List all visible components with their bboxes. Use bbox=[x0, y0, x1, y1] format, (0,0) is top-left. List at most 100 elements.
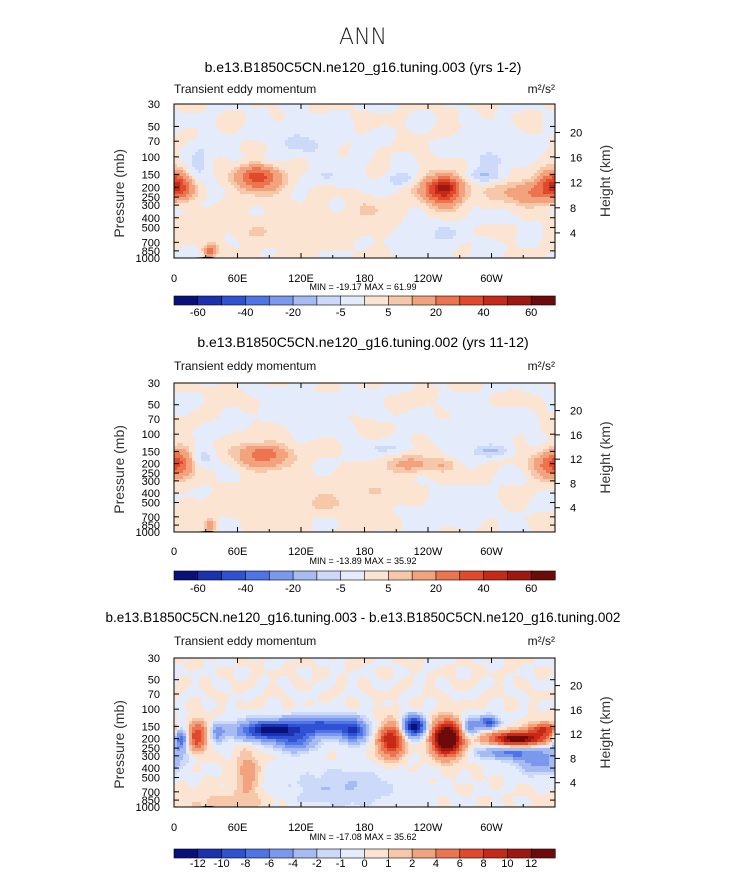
heatmap-cell bbox=[435, 131, 439, 135]
heatmap-cell bbox=[492, 209, 496, 213]
heatmap-cell bbox=[387, 200, 391, 204]
heatmap-cell bbox=[516, 113, 520, 117]
heatmap-cell bbox=[192, 197, 196, 201]
heatmap-cell bbox=[504, 167, 508, 171]
heatmap-cell bbox=[339, 155, 343, 159]
heatmap-cell bbox=[186, 146, 190, 150]
heatmap-cell bbox=[501, 206, 505, 210]
heatmap-cell bbox=[405, 137, 409, 141]
heatmap-cell bbox=[243, 128, 247, 132]
heatmap-cell bbox=[261, 119, 265, 123]
heatmap-cell bbox=[360, 143, 364, 147]
heatmap-cell bbox=[177, 182, 181, 186]
heatmap-cell bbox=[285, 206, 289, 210]
heatmap-cell bbox=[183, 176, 187, 180]
heatmap-cell bbox=[483, 185, 487, 189]
heatmap-cell bbox=[426, 200, 430, 204]
heatmap-cell bbox=[414, 116, 418, 120]
heatmap-cell bbox=[507, 122, 511, 126]
heatmap-cell bbox=[213, 182, 217, 186]
heatmap-cell bbox=[381, 197, 385, 201]
heatmap-cell bbox=[306, 167, 310, 171]
heatmap-cell bbox=[468, 143, 472, 147]
heatmap-cell bbox=[258, 122, 262, 126]
heatmap-cell bbox=[291, 191, 295, 195]
heatmap-cell bbox=[354, 143, 358, 147]
heatmap-cell bbox=[477, 119, 481, 123]
heatmap-cell bbox=[432, 152, 436, 156]
heatmap-cell bbox=[378, 113, 382, 117]
heatmap-cell bbox=[204, 104, 208, 108]
heatmap-cell bbox=[327, 164, 331, 168]
heatmap-cell bbox=[507, 203, 511, 207]
heatmap-cell bbox=[204, 179, 208, 183]
heatmap-cell bbox=[243, 143, 247, 147]
heatmap-cell bbox=[324, 107, 328, 111]
heatmap-cell bbox=[480, 185, 484, 189]
heatmap-cell bbox=[174, 128, 178, 132]
heatmap-cell bbox=[345, 200, 349, 204]
heatmap-cell bbox=[327, 158, 331, 162]
heatmap-cell bbox=[348, 200, 352, 204]
heatmap-cell bbox=[396, 137, 400, 141]
heatmap-cell bbox=[444, 149, 448, 153]
heatmap-cell bbox=[390, 113, 394, 117]
heatmap-cell bbox=[267, 110, 271, 114]
heatmap-cell bbox=[447, 149, 451, 153]
heatmap-cell bbox=[453, 110, 457, 114]
heatmap-cell bbox=[405, 119, 409, 123]
heatmap-cell bbox=[177, 179, 181, 183]
heatmap-cell bbox=[342, 164, 346, 168]
heatmap-cell bbox=[198, 146, 202, 150]
heatmap-cell bbox=[225, 146, 229, 150]
heatmap-cell bbox=[525, 113, 529, 117]
heatmap-cell bbox=[201, 221, 205, 225]
heatmap-cell bbox=[468, 110, 472, 114]
heatmap-cell bbox=[213, 158, 217, 162]
heatmap-cell bbox=[414, 206, 418, 210]
heatmap-cell bbox=[381, 212, 385, 216]
heatmap-cell bbox=[504, 122, 508, 126]
heatmap-cell bbox=[255, 179, 259, 183]
heatmap-cell bbox=[414, 110, 418, 114]
heatmap-cell bbox=[336, 215, 340, 219]
heatmap-cell bbox=[336, 200, 340, 204]
heatmap-cell bbox=[447, 188, 451, 192]
heatmap-cell bbox=[528, 116, 532, 120]
heatmap-cell bbox=[246, 212, 250, 216]
heatmap-cell bbox=[525, 176, 529, 180]
heatmap-cell bbox=[198, 158, 202, 162]
heatmap-cell bbox=[420, 209, 424, 213]
heatmap-cell bbox=[294, 176, 298, 180]
heatmap-cell bbox=[312, 176, 316, 180]
heatmap-cell bbox=[246, 218, 250, 222]
heatmap-cell bbox=[432, 122, 436, 126]
heatmap-cell bbox=[522, 191, 526, 195]
heatmap-cell bbox=[291, 161, 295, 165]
heatmap-cell bbox=[405, 143, 409, 147]
heatmap-cell bbox=[300, 212, 304, 216]
heatmap-cell bbox=[186, 194, 190, 198]
heatmap-cell bbox=[333, 110, 337, 114]
heatmap-cell bbox=[219, 107, 223, 111]
heatmap-cell bbox=[351, 218, 355, 222]
heatmap-cell bbox=[375, 131, 379, 135]
heatmap-cell bbox=[408, 122, 412, 126]
heatmap-cell bbox=[303, 209, 307, 213]
heatmap-cell bbox=[459, 128, 463, 132]
heatmap-cell bbox=[528, 203, 532, 207]
heatmap-cell bbox=[540, 167, 544, 171]
heatmap-cell bbox=[225, 179, 229, 183]
heatmap-cell bbox=[270, 149, 274, 153]
heatmap-cell bbox=[399, 203, 403, 207]
heatmap-cell bbox=[264, 122, 268, 126]
heatmap-cell bbox=[429, 104, 433, 108]
heatmap-cell bbox=[252, 206, 256, 210]
heatmap-cell bbox=[420, 212, 424, 216]
heatmap-cell bbox=[264, 197, 268, 201]
heatmap-cell bbox=[207, 122, 211, 126]
heatmap-cell bbox=[459, 191, 463, 195]
heatmap-cell bbox=[234, 143, 238, 147]
heatmap-cell bbox=[516, 149, 520, 153]
heatmap-cell bbox=[456, 212, 460, 216]
